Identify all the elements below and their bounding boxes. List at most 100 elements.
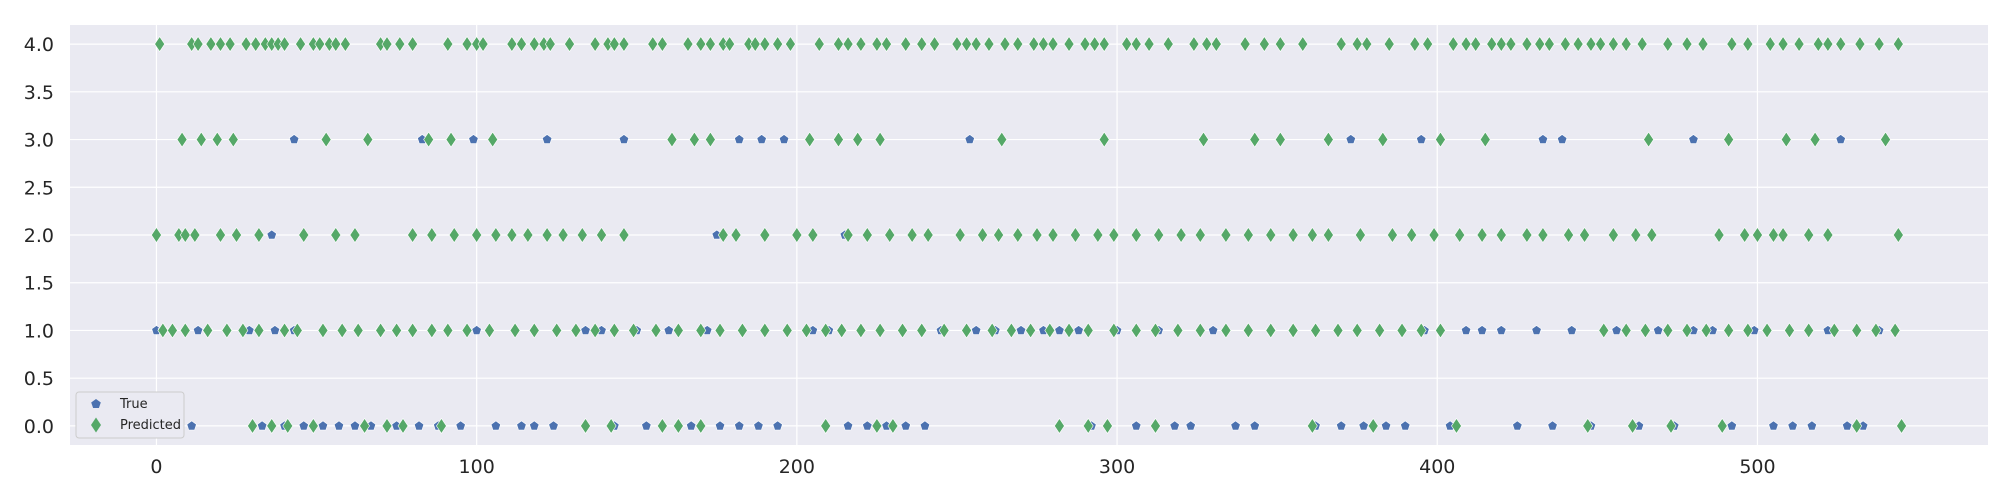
x-tick-label: 100 [459, 456, 495, 478]
data-point-true [490, 420, 501, 431]
data-point-predicted [1620, 322, 1632, 339]
data-point-predicted [871, 417, 883, 434]
data-point-true [1015, 325, 1027, 335]
data-point-predicted [330, 36, 342, 53]
data-point-true [1842, 420, 1853, 431]
data-point-predicted [1768, 226, 1779, 244]
data-point-predicted [237, 322, 249, 339]
data-point-predicted [279, 322, 290, 339]
data-point-predicted [1079, 36, 1091, 53]
data-point-predicted [1595, 36, 1606, 53]
data-point-predicted [1377, 131, 1389, 148]
data-point-true [1169, 420, 1180, 431]
data-point-true [289, 134, 300, 144]
data-point-true [1512, 420, 1523, 431]
data-point-predicted [1422, 36, 1434, 53]
data-point-predicted [154, 36, 166, 53]
data-point-predicted [749, 36, 761, 53]
data-point-predicted [657, 417, 668, 434]
data-point-predicted [954, 226, 966, 244]
data-point-predicted [999, 36, 1011, 53]
data-point-true [862, 420, 873, 431]
data-point-predicted [1220, 322, 1232, 339]
data-point-predicted [1274, 131, 1286, 148]
data-point-predicted [1447, 36, 1459, 53]
data-point-predicted [1579, 226, 1590, 244]
legend: True Predicted [75, 391, 185, 439]
data-point-predicted [1764, 36, 1776, 53]
data-point-predicted [1409, 36, 1421, 53]
data-point-true [1230, 420, 1241, 431]
data-point-true [1547, 420, 1558, 431]
data-point-true [1380, 420, 1392, 431]
data-point-predicted [705, 131, 716, 148]
data-point-predicted [509, 322, 521, 339]
data-point-predicted [1608, 36, 1619, 53]
data-point-predicted [211, 131, 223, 148]
data-point-true [468, 134, 479, 144]
data-point-predicted [986, 322, 998, 339]
data-point-predicted [551, 322, 563, 339]
data-point-predicted [522, 226, 534, 244]
legend-label-predicted: Predicted [120, 418, 181, 433]
data-point-predicted [1598, 322, 1610, 339]
data-point-true [734, 420, 745, 431]
data-point-predicted [589, 36, 601, 53]
data-point-predicted [1643, 131, 1654, 148]
data-point-predicted [1028, 36, 1040, 53]
data-point-predicted [1851, 322, 1863, 339]
data-point-predicted [1572, 36, 1584, 53]
data-point-predicted [391, 322, 402, 339]
data-point-predicted [730, 226, 742, 244]
data-point-predicted [195, 131, 207, 148]
data-point-predicted [1297, 36, 1309, 53]
data-point-true [900, 420, 911, 431]
data-point-true [1476, 325, 1488, 335]
data-point-predicted [1582, 417, 1594, 434]
data-point-predicted [227, 131, 239, 148]
y-tick-label: 1.0 [24, 320, 54, 342]
data-point-predicted [1716, 417, 1728, 434]
data-point-predicted [855, 322, 867, 339]
data-point-predicted [397, 417, 409, 434]
data-point-true [413, 420, 425, 431]
x-axis: 0 100 200 300 400 500 [150, 456, 1775, 478]
data-point-true [548, 420, 559, 431]
data-point-predicted [1713, 226, 1725, 244]
data-point-predicted [330, 226, 342, 244]
data-point-predicted [1175, 226, 1187, 244]
data-point-predicted [1082, 322, 1094, 339]
data-point-predicted [1662, 36, 1674, 53]
data-point-predicted [961, 322, 972, 339]
data-point-predicted [202, 322, 214, 339]
data-point-predicted [1495, 226, 1507, 244]
data-point-predicted [1630, 226, 1642, 244]
data-point-predicted [314, 36, 326, 53]
data-point-predicted [1242, 322, 1254, 339]
data-point-predicted [477, 36, 489, 53]
data-point-true [772, 420, 783, 431]
data-point-predicted [673, 322, 684, 339]
data-point-predicted [813, 36, 825, 53]
data-point-predicted [1006, 322, 1017, 339]
data-point-true [1073, 325, 1084, 335]
data-point-true [1416, 134, 1427, 144]
data-point-predicted [1835, 36, 1847, 53]
data-point-true [1806, 420, 1817, 431]
data-point-predicted [381, 36, 393, 53]
data-point-predicted [916, 322, 928, 339]
data-point-predicted [1287, 226, 1299, 244]
data-point-predicted [1505, 36, 1517, 53]
data-point-true [1054, 325, 1065, 335]
data-point-predicted [1559, 36, 1571, 53]
data-point-predicted [628, 322, 639, 339]
data-point-predicted [349, 226, 361, 244]
data-point-true [471, 325, 482, 335]
data-point-predicted [1761, 322, 1773, 339]
data-point-predicted [1521, 226, 1533, 244]
data-point-predicted [1210, 36, 1222, 53]
data-point-true [1496, 325, 1507, 335]
data-point-predicted [564, 36, 575, 53]
data-point-true [686, 420, 697, 431]
